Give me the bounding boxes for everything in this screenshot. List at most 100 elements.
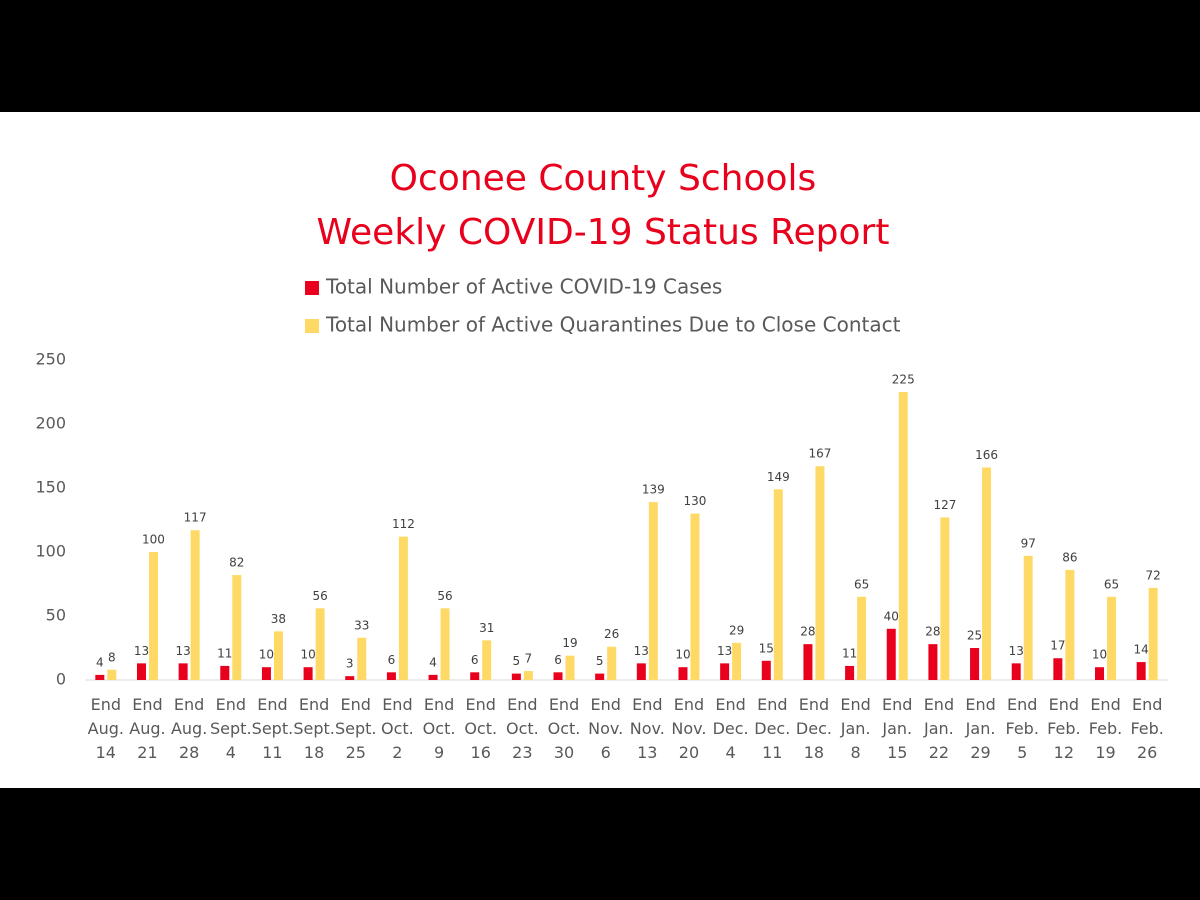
data-label: 97 xyxy=(1021,536,1036,550)
y-tick-label: 50 xyxy=(46,606,66,625)
bar xyxy=(1011,663,1021,680)
x-tick-label: End Aug. 28 xyxy=(170,695,208,762)
data-label: 11 xyxy=(842,646,857,660)
data-label: 25 xyxy=(967,629,982,643)
data-label: 38 xyxy=(271,612,286,626)
x-tick-label: End Nov. 20 xyxy=(671,695,707,762)
data-label: 127 xyxy=(933,498,956,512)
data-label: 86 xyxy=(1062,550,1077,564)
bar xyxy=(720,663,730,680)
chart-subtitle: Weekly COVID-19 Status Report xyxy=(317,212,890,253)
x-tick-label: End Nov. 6 xyxy=(588,695,624,762)
data-label: 4 xyxy=(96,655,104,669)
data-label: 3 xyxy=(346,657,354,671)
bar xyxy=(690,513,700,680)
bar xyxy=(178,663,188,680)
x-tick-label: End Oct. 2 xyxy=(381,695,414,762)
bar xyxy=(928,644,938,680)
bar xyxy=(1136,662,1146,680)
data-label: 33 xyxy=(354,618,369,632)
x-tick-label: End Sept. 25 xyxy=(334,695,377,762)
data-label: 6 xyxy=(554,653,562,667)
y-tick-label: 100 xyxy=(35,542,66,561)
data-label: 7 xyxy=(525,652,533,666)
bar xyxy=(803,644,813,680)
chart-title: Oconee County Schools xyxy=(390,158,817,199)
bar xyxy=(886,628,896,680)
data-label: 149 xyxy=(767,470,790,484)
y-tick-label: 0 xyxy=(56,670,66,689)
bar xyxy=(1107,596,1117,680)
data-label: 13 xyxy=(175,644,190,658)
bar xyxy=(345,676,355,680)
bar xyxy=(773,489,783,680)
data-label: 13 xyxy=(134,644,149,658)
data-label: 40 xyxy=(884,609,899,623)
legend-swatch xyxy=(305,281,319,295)
data-label: 6 xyxy=(388,653,396,667)
x-tick-label: End Aug. 14 xyxy=(87,695,124,762)
bar xyxy=(1065,569,1075,680)
x-tick-label: End Sept. 18 xyxy=(293,695,335,762)
data-label: 10 xyxy=(300,648,315,662)
data-label: 139 xyxy=(642,483,665,497)
bar xyxy=(761,660,771,680)
bar xyxy=(95,674,105,680)
data-label: 166 xyxy=(975,448,998,462)
data-label: 112 xyxy=(392,517,415,531)
x-tick-label: End Feb. 5 xyxy=(1005,695,1039,762)
bar xyxy=(1148,587,1158,680)
data-label: 11 xyxy=(217,646,232,660)
data-label: 5 xyxy=(513,654,521,668)
data-label: 100 xyxy=(142,533,165,547)
x-tick-label: End Jan. 22 xyxy=(923,695,955,762)
y-tick-label: 200 xyxy=(35,414,66,433)
data-label: 10 xyxy=(675,648,690,662)
bar xyxy=(940,517,950,680)
x-tick-label: End Feb. 12 xyxy=(1047,695,1081,762)
bar xyxy=(440,608,450,680)
bar xyxy=(315,608,325,680)
bar xyxy=(636,663,646,680)
x-tick-label: End Feb. 26 xyxy=(1130,695,1164,762)
bar xyxy=(553,672,563,680)
x-tick-label: End Sept. 4 xyxy=(210,695,252,762)
data-label: 10 xyxy=(1092,648,1107,662)
data-label: 82 xyxy=(229,556,244,570)
data-label: 117 xyxy=(184,511,207,525)
data-label: 72 xyxy=(1146,568,1161,582)
bar xyxy=(1023,555,1033,680)
data-label: 225 xyxy=(892,373,915,387)
data-label: 28 xyxy=(800,625,815,639)
x-tick-label: End Oct. 30 xyxy=(547,695,581,762)
bar xyxy=(428,674,438,680)
x-tick-label: End Oct. 16 xyxy=(464,695,498,762)
y-tick-label: 150 xyxy=(35,478,66,497)
bar xyxy=(303,667,313,680)
bar xyxy=(386,672,396,680)
x-tick-label: End Dec. 18 xyxy=(795,695,832,762)
data-label: 56 xyxy=(437,589,452,603)
data-label: 13 xyxy=(634,644,649,658)
bar xyxy=(815,466,825,680)
bar xyxy=(732,642,742,680)
x-tick-label: End Nov. 13 xyxy=(629,695,665,762)
x-tick-label: End Dec. 11 xyxy=(754,695,791,762)
bar xyxy=(678,667,688,680)
x-tick-label: End Jan. 15 xyxy=(882,695,913,762)
x-tick-label: End Jan. 29 xyxy=(965,695,996,762)
legend-label: Total Number of Active Quarantines Due t… xyxy=(325,313,901,337)
x-tick-label: End Sept. 11 xyxy=(251,695,294,762)
bar xyxy=(607,646,617,680)
bar xyxy=(482,640,492,680)
x-tick-label: End Aug. 21 xyxy=(129,695,166,762)
bar xyxy=(357,637,367,680)
data-label: 65 xyxy=(1104,577,1119,591)
x-tick-label: End Oct. 9 xyxy=(422,695,456,762)
data-label: 19 xyxy=(562,636,577,650)
bar xyxy=(898,392,908,680)
data-label: 26 xyxy=(604,627,619,641)
y-tick-label: 250 xyxy=(35,350,66,369)
